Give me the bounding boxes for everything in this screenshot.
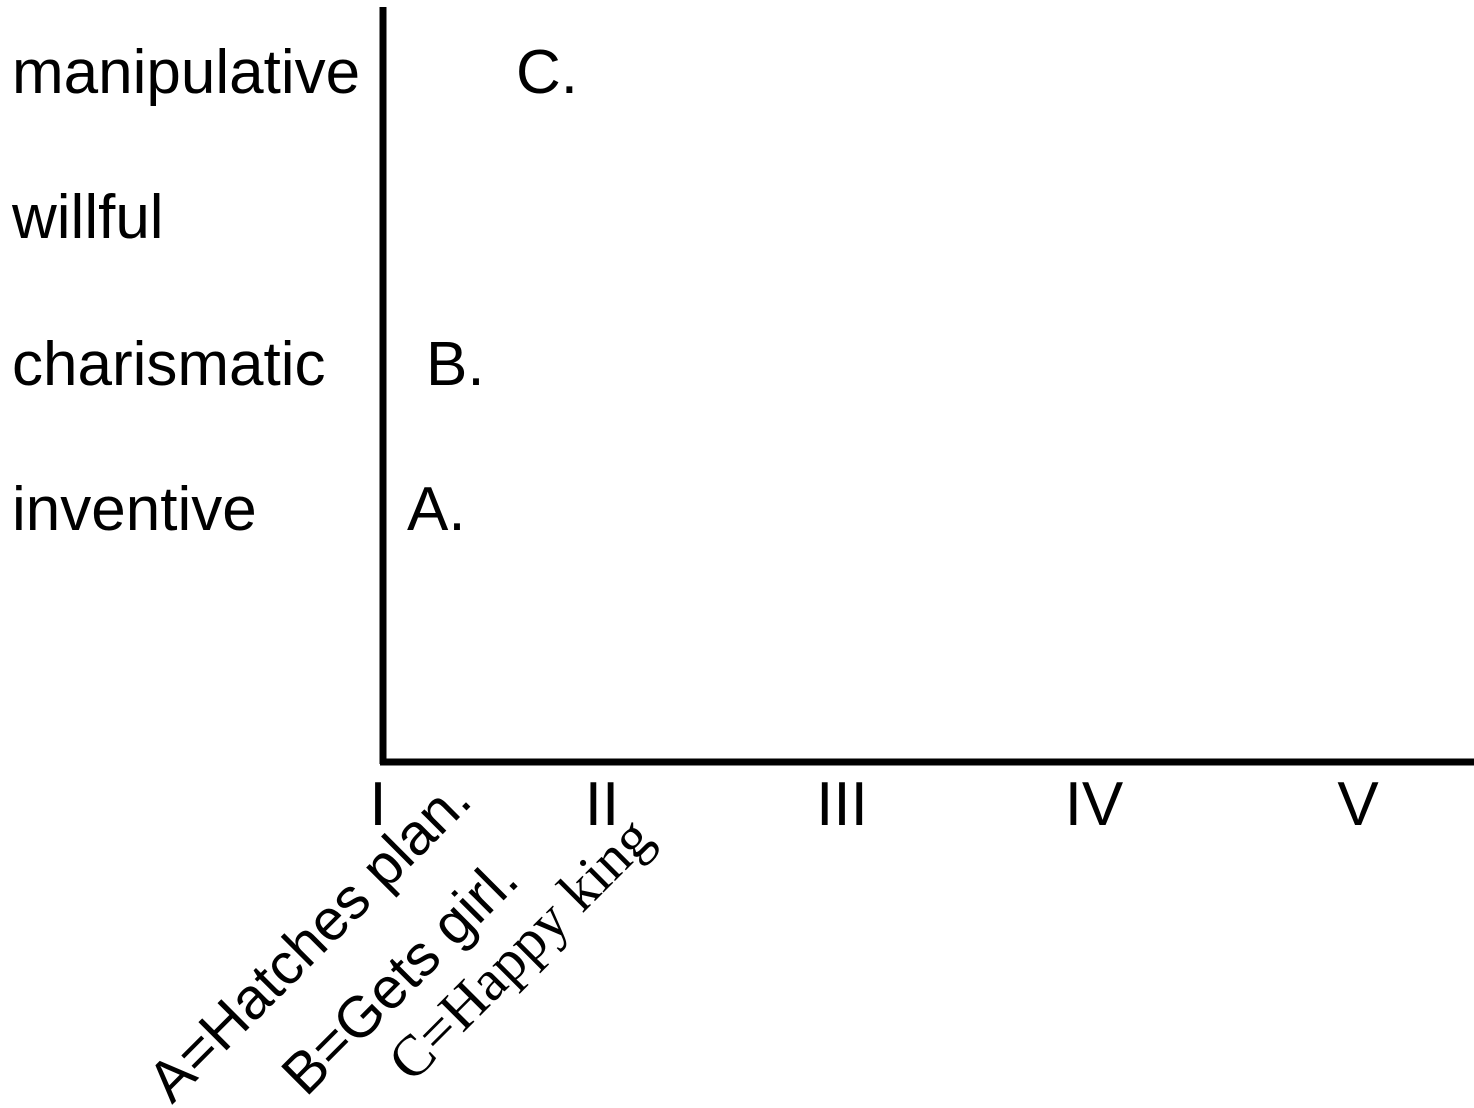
x-tick-labels: I II III IV V xyxy=(369,770,1379,839)
y-tick-labels: inventive charismatic willful manipulative xyxy=(11,38,360,544)
data-points: A. B. C. xyxy=(407,38,578,544)
x-tick-label-V: V xyxy=(1337,770,1379,839)
y-tick-label-willful: willful xyxy=(11,183,164,252)
data-point-2: B. xyxy=(426,330,485,399)
data-point-1: A. xyxy=(407,475,466,544)
y-tick-label-charismatic: charismatic xyxy=(12,330,326,399)
axes xyxy=(379,7,1474,766)
y-tick-label-manipulative: manipulative xyxy=(12,38,360,107)
x-tick-label-I: I xyxy=(369,770,386,839)
x-tick-label-II: II xyxy=(585,770,619,839)
x-tick-label-III: III xyxy=(816,770,868,839)
y-tick-label-inventive: inventive xyxy=(12,475,257,544)
x-tick-label-IV: IV xyxy=(1065,770,1124,839)
data-point-3: C. xyxy=(516,38,578,107)
